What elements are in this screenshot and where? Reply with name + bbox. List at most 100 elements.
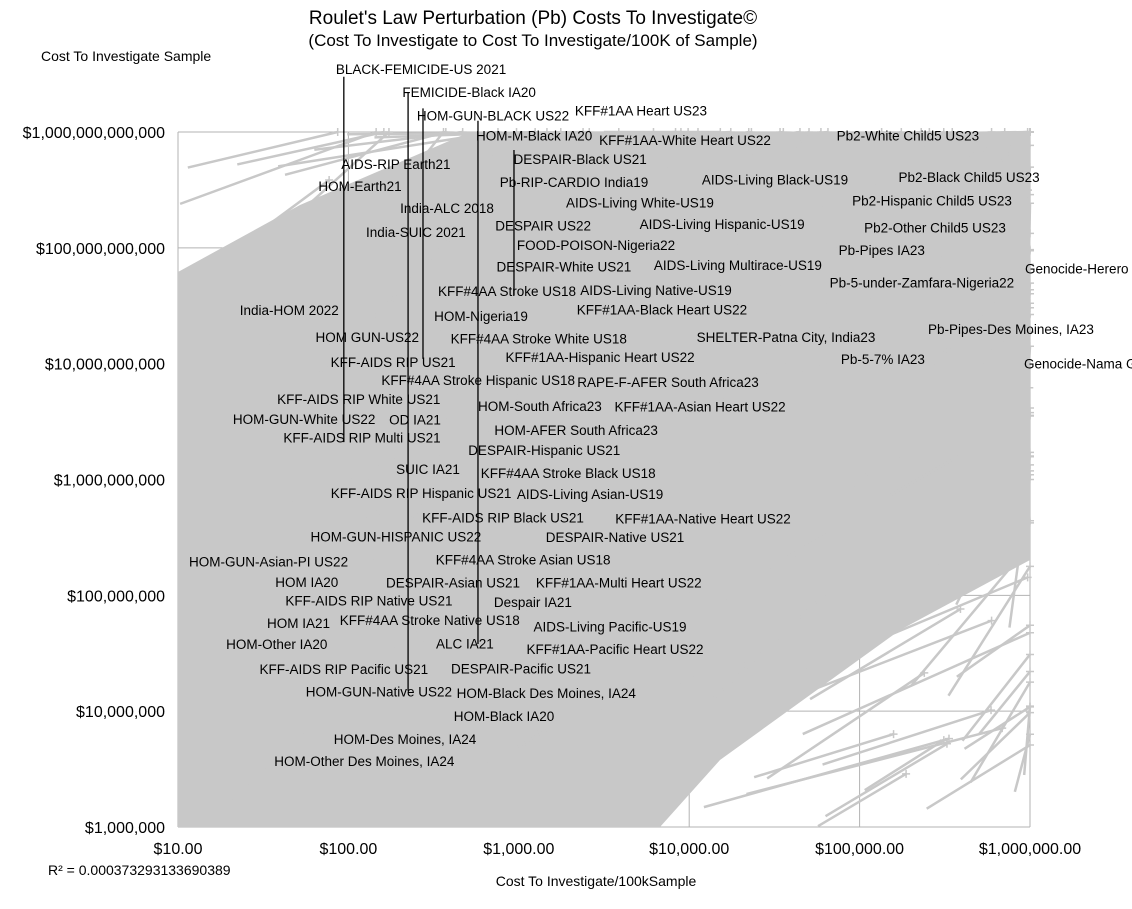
point-marker (1026, 708, 1034, 717)
series-line (651, 130, 750, 157)
series-line (203, 681, 449, 794)
series-line (930, 329, 1012, 371)
series-line (824, 742, 948, 818)
series-line (848, 519, 1031, 636)
series-line (802, 631, 1031, 736)
point-marker (1026, 245, 1034, 254)
data-point-label: HOM-South Africa23 (478, 399, 602, 414)
series-line (603, 492, 814, 628)
x-tick-label: $10,000.00 (649, 841, 729, 858)
series-line (711, 455, 905, 566)
series-line (613, 154, 709, 271)
series-line (534, 569, 788, 687)
series-line (709, 380, 779, 411)
series-line (922, 330, 1031, 387)
data-point-label: KFF-AIDS RIP White US21 (277, 392, 440, 407)
point-marker (936, 209, 945, 218)
point-marker (380, 358, 389, 367)
series-line (467, 602, 516, 648)
data-point-label: OD IA21 (389, 412, 441, 427)
series-line (413, 579, 623, 645)
point-marker (1026, 448, 1034, 457)
point-marker (716, 128, 725, 136)
data-point-label: KFF#4AA Stroke Black US18 (481, 466, 656, 481)
point-marker (987, 128, 996, 136)
series-line (679, 265, 805, 398)
point-marker (872, 490, 881, 499)
data-point-label: HOM-AFER South Africa23 (494, 423, 658, 438)
series-line (491, 651, 771, 746)
data-point-label: HOM-Other Des Moines, IA24 (274, 754, 455, 769)
series-line (321, 440, 411, 534)
series-line (261, 266, 390, 349)
point-marker (1026, 342, 1034, 351)
series-line (240, 624, 355, 688)
series-line (525, 649, 632, 701)
point-marker (646, 495, 655, 504)
series-line (809, 324, 925, 450)
data-point-label: KFF#1AA-Black Heart US22 (577, 303, 747, 318)
point-marker (730, 289, 739, 298)
point-marker (1026, 621, 1034, 630)
point-marker (744, 128, 753, 136)
data-point-label: Pb-RIP-CARDIO India19 (500, 175, 649, 190)
data-point-label: AIDS-Living Black-US19 (702, 172, 848, 187)
chart-subtitle: (Cost To Investigate to Cost To Investig… (308, 31, 757, 50)
series-line (864, 739, 945, 792)
series-line (248, 402, 391, 468)
point-marker (567, 290, 576, 299)
series-line (696, 619, 993, 736)
series-line (367, 293, 534, 467)
point-marker (440, 588, 449, 597)
point-marker (939, 128, 948, 136)
series-line (998, 293, 1032, 368)
point-marker (657, 543, 666, 552)
y-tick-label: $1,000,000,000,000 (23, 125, 165, 142)
series-line (180, 443, 329, 632)
series-line (404, 296, 495, 350)
series-line (844, 459, 993, 646)
point-marker (693, 128, 702, 136)
series-line (327, 223, 454, 281)
point-marker (795, 400, 804, 409)
series-line (767, 340, 854, 403)
point-marker (750, 250, 759, 259)
point-marker (325, 319, 334, 328)
point-marker (947, 375, 956, 384)
point-marker (841, 256, 850, 265)
data-point-label: Pb2-Black Child5 US23 (899, 170, 1040, 185)
series-line (956, 624, 1031, 678)
series-line (694, 485, 784, 516)
x-axis-tick-labels: $10.00 $100.00 $1,000.00 $10,000.00 $100,000… (154, 841, 1082, 858)
series-line (379, 436, 537, 498)
point-marker (700, 352, 709, 361)
series-line (663, 162, 846, 301)
series-line (344, 271, 613, 367)
point-marker (410, 638, 419, 647)
y-tick-label: $100,000,000 (67, 588, 165, 605)
point-marker (1026, 190, 1034, 199)
series-line (926, 743, 1031, 810)
point-marker (1026, 650, 1034, 659)
series-line (275, 131, 445, 343)
series-line (979, 250, 1032, 366)
series-line (633, 355, 833, 476)
point-marker (500, 537, 509, 546)
data-point-label: DESPAIR-Hispanic US21 (468, 443, 620, 458)
data-point-label: Pb2-Other Child5 US23 (864, 220, 1006, 235)
point-marker (608, 268, 617, 277)
y-axis-title: Cost To Investigate Sample (41, 48, 211, 64)
data-point-label: ALC IA21 (436, 637, 494, 652)
point-marker (540, 198, 549, 207)
series-line (784, 414, 1031, 557)
point-marker (518, 386, 527, 395)
series-line (513, 293, 573, 343)
series-line (1015, 166, 1032, 278)
x-tick-label: $100,000.00 (815, 841, 904, 858)
series-line (320, 361, 386, 420)
series-line (751, 546, 825, 635)
series-lines (178, 128, 1034, 828)
series-line (813, 130, 1031, 166)
point-marker (542, 648, 551, 657)
series-line (477, 750, 578, 824)
